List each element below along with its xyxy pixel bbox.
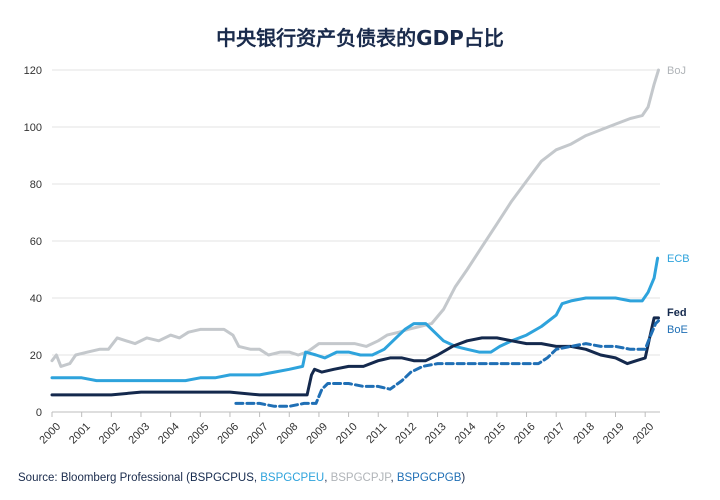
x-tick-label: 2004 [156, 421, 182, 447]
x-tick-label: 2020 [631, 421, 657, 447]
x-tick-label: 2017 [542, 421, 568, 447]
source-note: Source: Bloomberg Professional (BSPGCPUS… [18, 472, 465, 484]
x-tick-label: 2006 [215, 421, 241, 447]
series-line-ecb [50, 256, 660, 383]
y-tick-label: 100 [24, 122, 42, 134]
source-separator: , [324, 472, 331, 484]
x-tick-label: 2009 [304, 421, 330, 447]
x-tick-label: 2015 [482, 421, 508, 447]
x-tick-label: 2016 [512, 421, 538, 447]
x-tick-label: 2003 [126, 421, 152, 447]
x-tick-label: 2001 [67, 421, 93, 447]
source-suffix: ) [461, 472, 466, 484]
x-tick-label: 2008 [275, 421, 301, 447]
series-line-boj [50, 68, 660, 368]
x-tick-label: 2005 [186, 421, 212, 447]
x-tick-label: 2007 [245, 421, 271, 447]
series-label-boe: BoE [667, 324, 688, 336]
source-code-fed: BSPGCPUS [189, 472, 254, 484]
source-code-boe: BSPGCPGB [396, 472, 462, 484]
y-tick-label: 120 [24, 65, 42, 77]
series-labels: BoJ ECB Fed BoE [667, 65, 690, 336]
x-axis: 2000 2001 2002 2003 2004 2005 2006 2007 2008 2009… [37, 412, 656, 447]
series-label-boj: BoJ [667, 65, 686, 77]
source-separator: , [253, 472, 261, 484]
y-tick-label: 0 [36, 407, 42, 419]
x-tick-label: 2014 [453, 421, 479, 447]
y-axis: 0 20 40 60 80 100 120 [24, 65, 42, 419]
x-tick-label: 2002 [97, 421, 123, 447]
x-tick-label: 2019 [601, 421, 627, 447]
series-line-boe [234, 319, 660, 408]
gridlines [52, 69, 660, 413]
series-label-ecb: ECB [667, 253, 690, 265]
x-tick-label: 2011 [364, 421, 389, 446]
x-tick-label: 2013 [423, 421, 449, 447]
y-tick-label: 60 [30, 236, 42, 248]
series-line-fed [50, 316, 660, 397]
source-code-boj: BSPGCPJP [330, 472, 391, 484]
x-tick-label: 2000 [37, 421, 63, 447]
source-separator: , [390, 472, 397, 484]
source-prefix: Source: Bloomberg Professional ( [18, 472, 190, 484]
x-tick-label: 2012 [393, 421, 419, 447]
series-lines [50, 68, 660, 408]
y-tick-label: 80 [30, 179, 42, 191]
x-tick-label: 2018 [571, 421, 597, 447]
line-chart: 0 20 40 60 80 100 120 2000 2001 2002 2003 2004 2005… [24, 65, 690, 447]
series-label-fed: Fed [667, 307, 687, 319]
y-tick-label: 20 [30, 350, 42, 362]
source-code-ecb: BSPGCPEU [260, 472, 325, 484]
y-tick-label: 40 [30, 293, 42, 305]
chart-title: 中央银行资产负债表的GDP占比 [216, 26, 504, 50]
x-tick-label: 2010 [334, 421, 360, 447]
